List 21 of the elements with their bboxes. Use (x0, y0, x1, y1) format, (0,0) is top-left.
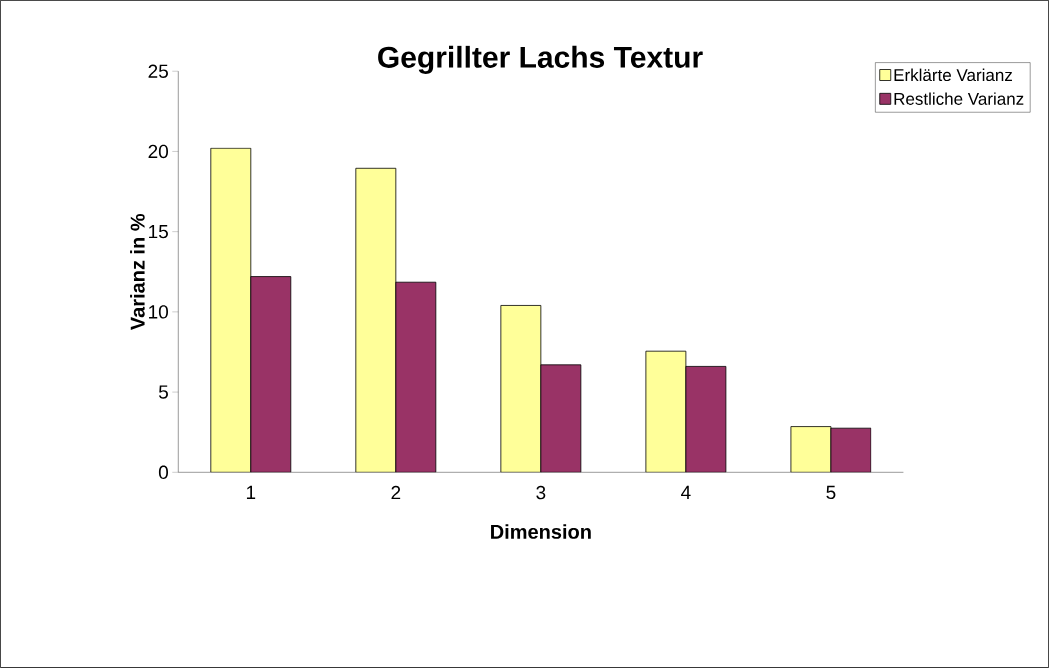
x-axis-title: Dimension (491, 524, 591, 539)
bar (645, 350, 687, 473)
bar (790, 426, 832, 473)
y-tick-label: 0 (158, 465, 169, 480)
bar (210, 147, 252, 473)
y-tick-label: 20 (148, 144, 168, 159)
bar (355, 167, 397, 473)
x-tick-label: 3 (536, 485, 546, 500)
chart-title: Gegrillter Lachs Textur (378, 45, 703, 74)
legend-label: Erklärte Varianz (894, 68, 1012, 82)
x-tick-label: 2 (391, 485, 401, 500)
bar (500, 305, 542, 473)
y-tick-label: 25 (148, 64, 168, 78)
y-tick-label: 5 (158, 385, 168, 399)
legend-label: Restliche Varianz (894, 92, 1024, 105)
x-tick-label: 1 (246, 485, 256, 499)
y-axis-title: Varianz in % (130, 213, 145, 331)
x-tick-label: 5 (826, 485, 836, 500)
y-tick-label: 15 (149, 225, 168, 239)
y-tick-label: 10 (149, 305, 168, 319)
x-tick-label: 4 (681, 485, 691, 499)
